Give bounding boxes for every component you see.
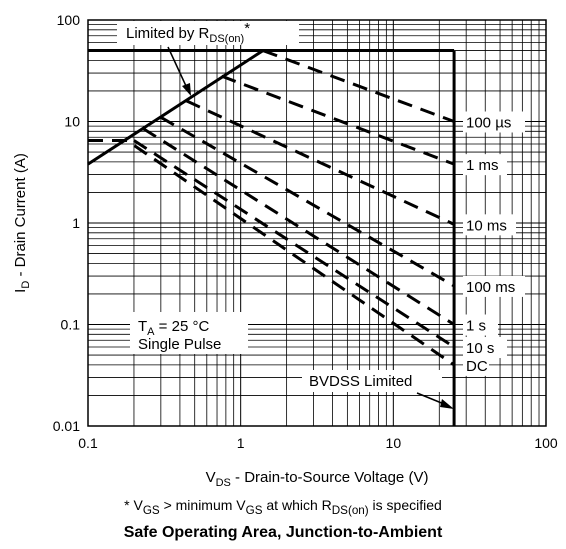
bvdss-annotation-bg: [302, 370, 442, 392]
y-tick-label: 100: [57, 12, 81, 28]
rds-annotation: Limited by RDS(on)*: [126, 20, 250, 45]
x-tick-label: 100: [534, 435, 558, 451]
series-line: [133, 139, 455, 349]
series-line: [221, 74, 455, 166]
series-label: 100 ms: [466, 279, 515, 296]
plot-frame: [87, 19, 547, 427]
y-tick-label: 0.1: [61, 317, 81, 333]
y-tick-label: 0.01: [53, 418, 80, 434]
x-axis-title: VDS - Drain-to-Source Voltage (V): [206, 469, 429, 489]
series-label-bg: [463, 111, 525, 133]
ta-annotation: TA = 25 °C: [138, 318, 209, 338]
x-tick-label: 10: [386, 435, 402, 451]
label-backgrounds: [463, 111, 525, 376]
boundary-lines: [87, 49, 456, 426]
y-tick-label: 10: [64, 114, 80, 130]
series-line: [185, 99, 455, 226]
x-tick-label: 1: [237, 435, 245, 451]
rds-arrow-head: [182, 83, 191, 96]
y-tick-label: 1: [72, 215, 80, 231]
x-tick-label: 0.1: [78, 435, 98, 451]
series-label: 1 s: [466, 318, 486, 335]
series-label-bg: [463, 337, 507, 359]
ta-annotation-bg: [130, 312, 248, 354]
series-labels: 100 µs 1 ms 10 ms 100 ms 1 s 10 sDC: [466, 115, 515, 375]
series-lines: [88, 49, 455, 367]
bvdss-arrow-head: [440, 399, 454, 409]
bvdss-annotation: BVDSS Limited: [309, 373, 412, 390]
rds-annotation-bg: [117, 21, 299, 45]
chart-title: Safe Operating Area, Junction-to-Ambient: [123, 524, 443, 541]
series-label: 1 ms: [466, 157, 499, 174]
series-line: [262, 49, 455, 123]
series-line: [160, 115, 455, 288]
series-label-bg: [463, 154, 507, 176]
series-label: 100 µs: [466, 115, 511, 132]
y-axis-title: ID - Drain Current (A): [12, 153, 32, 293]
rds-annotation-arrow: [167, 46, 187, 87]
series-label-bg: [463, 314, 498, 336]
bvdss-annotation-arrow: [416, 392, 445, 405]
pulse-annotation: Single Pulse: [138, 336, 221, 353]
series-line: [88, 138, 455, 367]
boundary-rds-limit: [87, 49, 264, 166]
series-label-bg: [463, 275, 525, 297]
series-label: 10 ms: [466, 217, 507, 234]
series-label-bg: [463, 214, 516, 236]
series-label: 10 s: [466, 340, 494, 357]
series-line: [142, 127, 455, 326]
series-label-bg: [463, 354, 489, 376]
footnote: * VGS > minimum VGS at which RDS(on) is …: [124, 497, 442, 517]
series-label: DC: [466, 358, 488, 375]
